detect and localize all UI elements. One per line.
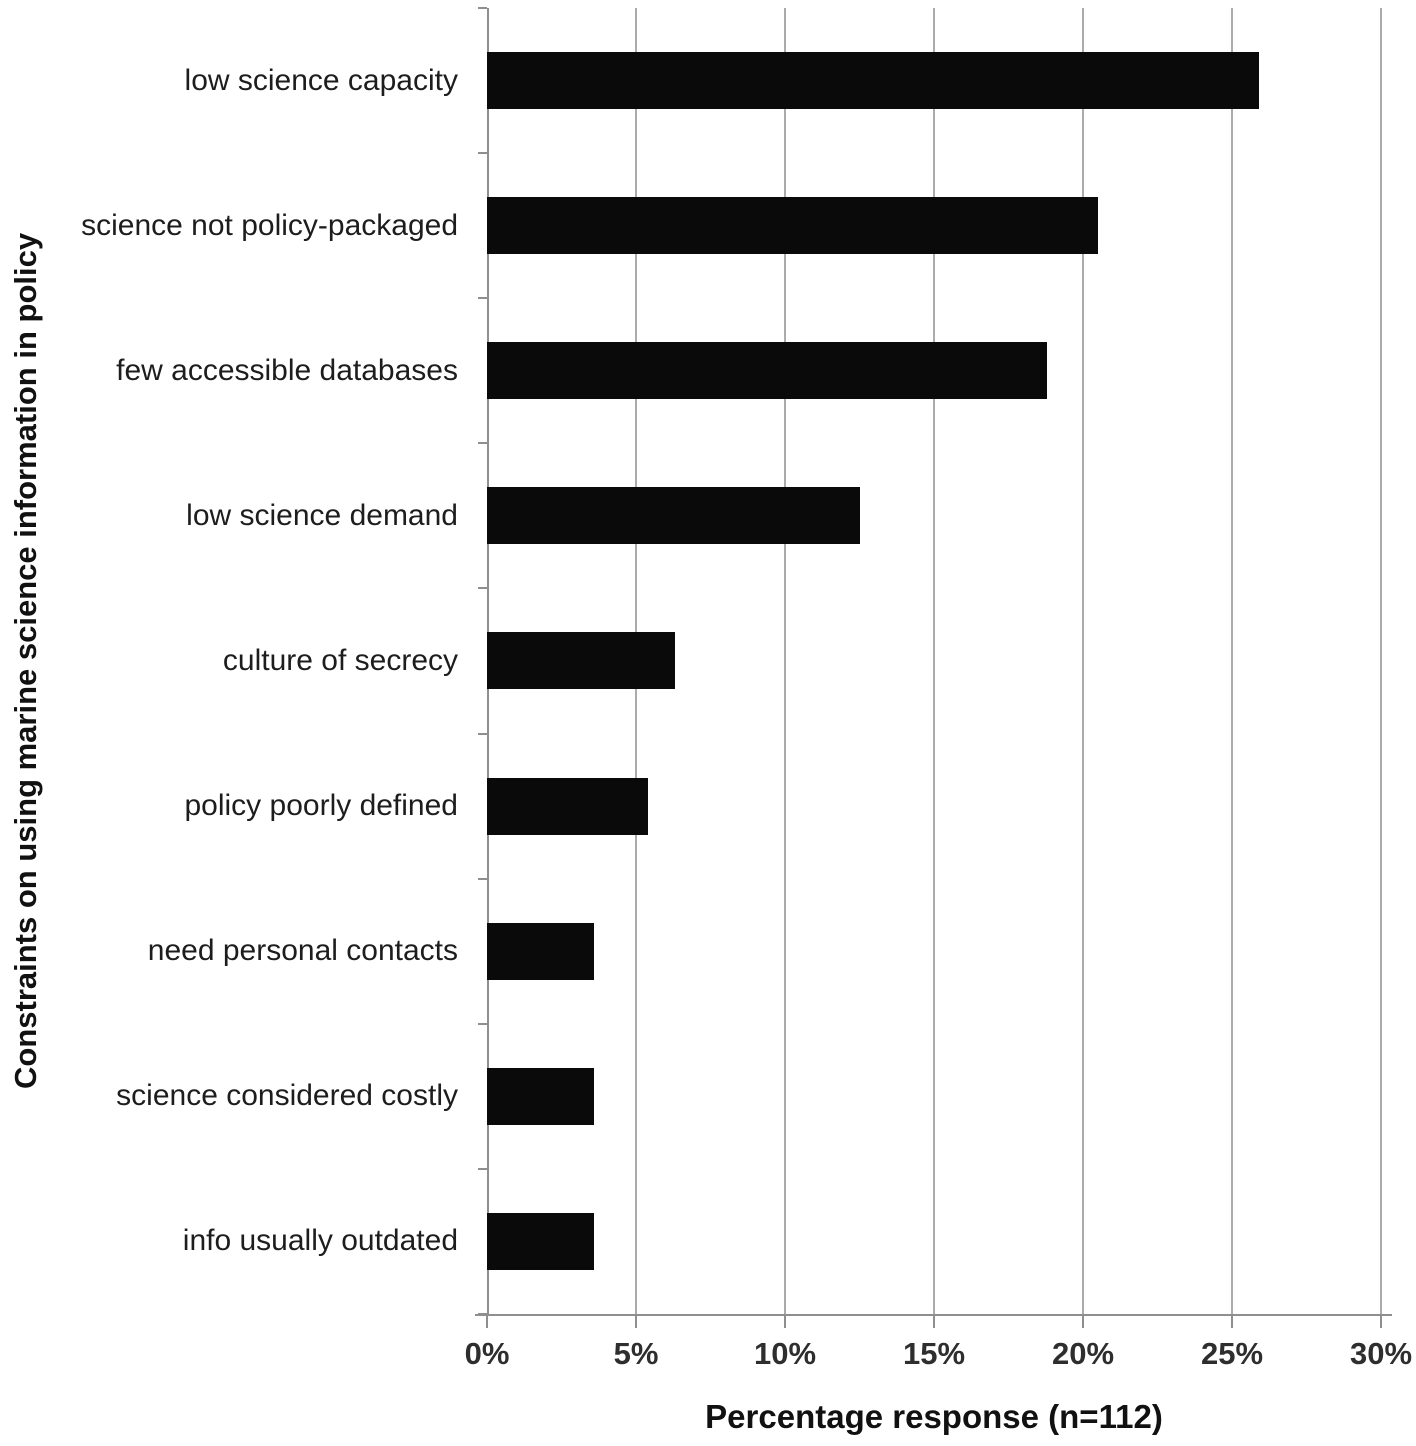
bar-row: [487, 734, 1381, 879]
gridline: [784, 8, 786, 1314]
x-axis-tick: [486, 1314, 488, 1328]
x-tick-label: 15%: [902, 1336, 966, 1371]
x-axis-tick: [635, 1314, 637, 1328]
category-label: info usually outdated: [182, 1224, 458, 1258]
bar-row: [487, 1169, 1381, 1314]
category-label: policy poorly defined: [184, 789, 458, 823]
x-axis-tick: [784, 1314, 786, 1328]
category-label: few accessible databases: [116, 353, 458, 387]
y-axis-tick: [478, 1022, 487, 1025]
bar-row: [487, 443, 1381, 588]
gridline: [1380, 8, 1382, 1314]
y-axis-tick: [478, 442, 487, 445]
y-axis-title: Constraints on using marine science info…: [8, 232, 43, 1090]
y-axis-tick: [478, 152, 487, 155]
bar-row: [487, 8, 1381, 153]
bar: [487, 777, 648, 835]
category-label: science not policy-packaged: [81, 208, 458, 242]
x-tick-label: 0%: [464, 1336, 510, 1371]
x-tick-label: 30%: [1349, 1336, 1413, 1371]
bar-row: [487, 879, 1381, 1024]
x-tick-label: 10%: [753, 1336, 817, 1371]
bar: [487, 52, 1259, 110]
y-axis-tick: [478, 877, 487, 880]
bar-row: [487, 153, 1381, 298]
y-axis-tick: [478, 732, 487, 735]
y-axis-tick: [478, 1313, 487, 1315]
category-label: low science capacity: [184, 63, 458, 97]
bar-row: [487, 1024, 1381, 1169]
category-label: low science demand: [186, 498, 458, 532]
y-axis-tick: [478, 297, 487, 300]
bar: [487, 632, 675, 690]
bar: [487, 1212, 595, 1270]
bar: [487, 1067, 595, 1125]
gridline: [1082, 8, 1084, 1314]
y-axis-tick: [478, 587, 487, 590]
gridline: [933, 8, 935, 1314]
y-axis-tick: [478, 7, 487, 9]
gridline: [1231, 8, 1233, 1314]
bar-rows: [487, 8, 1381, 1314]
x-axis-tick: [1082, 1314, 1084, 1328]
category-label: need personal contacts: [147, 934, 458, 968]
category-label: science considered costly: [116, 1079, 458, 1113]
bar: [487, 922, 595, 980]
bar: [487, 487, 860, 545]
bar-row: [487, 588, 1381, 733]
x-tick-label: 5%: [613, 1336, 659, 1371]
category-axis-labels: low science capacity science not policy-p…: [56, 8, 472, 1314]
x-axis-title: Percentage response (n=112): [705, 1398, 1163, 1435]
plot-area: [487, 8, 1382, 1314]
x-axis-tick: [1231, 1314, 1233, 1328]
x-axis-tick: [1380, 1314, 1382, 1328]
x-tick-label: 20%: [1051, 1336, 1115, 1371]
bar-row: [487, 298, 1381, 443]
x-tick-label: 25%: [1200, 1336, 1264, 1371]
category-label: culture of secrecy: [222, 643, 458, 677]
bar: [487, 197, 1098, 255]
y-axis-tick: [478, 1167, 487, 1170]
x-axis-tick: [933, 1314, 935, 1328]
bar: [487, 342, 1048, 400]
